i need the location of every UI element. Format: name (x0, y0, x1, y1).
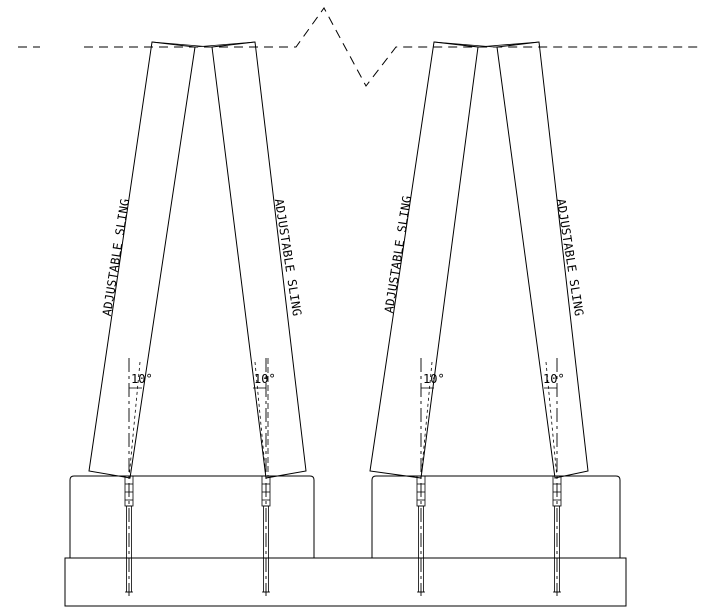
sling-label: ADJUSTABLE SLING (382, 195, 414, 315)
sling-1: ADJUSTABLE SLING (88, 41, 212, 479)
sling-label: ADJUSTABLE SLING (554, 198, 586, 318)
anchor-2: 10° (253, 358, 276, 596)
anchor-3: 10° (416, 358, 445, 596)
sling-label: ADJUSTABLE SLING (272, 198, 304, 318)
sling-2: ADJUSTABLE SLING (194, 41, 307, 479)
angle-label: 10° (254, 372, 276, 386)
anchor-4: 10° (543, 358, 565, 596)
upper-block-right (371, 475, 621, 558)
sling-4: ADJUSTABLE SLING (477, 41, 589, 479)
sling-label: ADJUSTABLE SLING (100, 198, 132, 318)
angle-label: 10° (131, 372, 153, 386)
angle-label: 10° (543, 372, 565, 386)
base-block (64, 557, 627, 607)
sling-3: ADJUSTABLE SLING (369, 41, 495, 479)
angle-label: 10° (423, 372, 445, 386)
anchor-1: 10° (124, 358, 153, 596)
lifting-line (18, 7, 702, 87)
upper-block-left (69, 475, 315, 558)
